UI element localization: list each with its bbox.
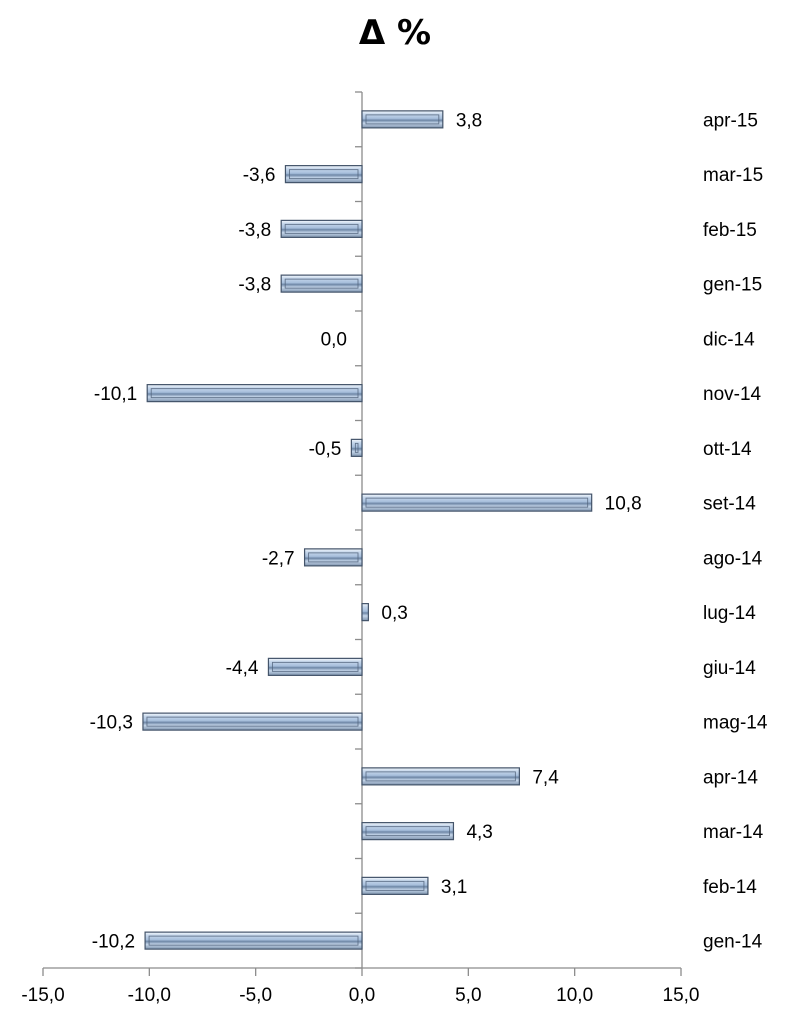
category-label: apr-15 <box>703 110 758 131</box>
x-tick-label: -15,0 <box>21 985 64 1006</box>
data-label: 0,3 <box>381 603 407 624</box>
data-label: 3,8 <box>456 110 482 131</box>
bar-ago-14 <box>303 548 363 567</box>
data-label: -10,2 <box>92 932 135 953</box>
x-tick-labels: -15,0 -10,0 -5,0 0,0 5,0 10,0 15,0 <box>21 985 699 1006</box>
data-label: 10,8 <box>605 494 642 515</box>
bar-giu-14 <box>267 657 363 676</box>
bar-feb-14 <box>361 876 429 895</box>
category-labels: gen-14 feb-14 mar-14 apr-14 mag-14 giu-14 lug-… <box>703 110 768 952</box>
category-label: giu-14 <box>703 658 756 679</box>
bar-lug-14 <box>361 603 369 622</box>
data-label: 7,4 <box>532 767 559 788</box>
bar-set-14 <box>361 493 593 512</box>
data-label: -0,5 <box>309 439 342 460</box>
data-label: 3,1 <box>441 877 467 898</box>
category-label: dic-14 <box>703 329 755 350</box>
category-label: feb-14 <box>703 877 757 898</box>
x-tick-label: 0,0 <box>349 985 375 1006</box>
category-label: apr-14 <box>703 767 758 788</box>
data-label: 4,3 <box>466 822 492 843</box>
bar-mag-14 <box>142 712 363 731</box>
category-label: lug-14 <box>703 603 756 624</box>
data-label: -3,6 <box>243 165 276 186</box>
data-label: -3,8 <box>238 220 271 241</box>
category-label: mar-15 <box>703 165 763 186</box>
category-label: ott-14 <box>703 439 752 460</box>
category-label: mag-14 <box>703 713 768 734</box>
x-tick-label: 5,0 <box>455 985 481 1006</box>
x-tick-label: -10,0 <box>128 985 171 1006</box>
data-label: -2,7 <box>262 548 295 569</box>
x-tick-label: 10,0 <box>556 985 593 1006</box>
bar-mar-14 <box>361 822 455 841</box>
bar-mar-15 <box>284 165 363 184</box>
chart-title: Δ % <box>359 13 431 53</box>
category-label: gen-15 <box>703 275 762 296</box>
category-label: ago-14 <box>703 548 763 569</box>
data-label: -10,3 <box>90 713 133 734</box>
x-tick-label: -5,0 <box>239 985 272 1006</box>
data-label: -3,8 <box>238 275 271 296</box>
bar-ott-14 <box>350 438 363 457</box>
axes <box>42 91 682 976</box>
category-label: feb-15 <box>703 220 757 241</box>
category-label: gen-14 <box>703 932 763 953</box>
data-label: 0,0 <box>321 329 347 350</box>
data-label: -10,1 <box>94 384 137 405</box>
bars <box>142 110 593 950</box>
category-label: set-14 <box>703 494 756 515</box>
bar-gen-14 <box>144 931 363 950</box>
bar-feb-15 <box>280 219 363 238</box>
x-tick-label: 15,0 <box>663 985 700 1006</box>
category-label: nov-14 <box>703 384 762 405</box>
bar-gen-15 <box>280 274 363 293</box>
bar-apr-14 <box>361 767 520 786</box>
bar-apr-15 <box>361 110 444 129</box>
data-labels: -10,2 3,1 4,3 7,4 -10,3 -4,4 0,3 -2,7 10,8 -0,5 -1… <box>90 110 642 952</box>
data-label: -4,4 <box>226 658 259 679</box>
bar-nov-14 <box>146 384 363 403</box>
category-label: mar-14 <box>703 822 764 843</box>
